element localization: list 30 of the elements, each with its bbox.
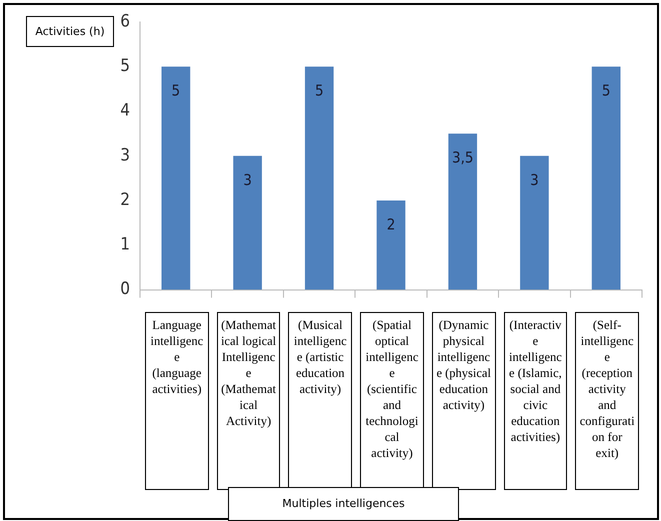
category-label: (Self-intelligence (reception activity and configuration for exit) <box>580 318 635 460</box>
x-tick-label: (Musical intelligence (artistic education activity) <box>288 312 352 490</box>
data-label: 3 <box>530 170 539 189</box>
bar <box>304 66 334 290</box>
data-label: 2 <box>386 215 396 234</box>
bar <box>592 66 620 290</box>
bar <box>233 156 262 290</box>
y-tick-label: 5 <box>120 56 130 76</box>
data-label: 5 <box>172 82 180 100</box>
bar <box>376 200 406 290</box>
y-tick-label: 0 <box>120 279 130 300</box>
x-tick-label: (Interactive intelligence (Islamic, social and civic education activities) <box>504 312 568 490</box>
data-label: 3,5 <box>452 148 474 166</box>
data-label: 5 <box>602 82 610 100</box>
y-tick-label: 4 <box>120 100 130 121</box>
bar <box>162 66 190 290</box>
x-tick-label: (Dynamic physical intelligence (physical education activity) <box>432 312 496 490</box>
y-tick-label: 1 <box>120 234 130 255</box>
category-label: (Spatial optical intelligence (scientific and technological activity) <box>366 318 418 460</box>
x-tick-label: Language intelligence (language activities) <box>145 312 209 490</box>
data-label: 3 <box>243 170 252 189</box>
x-axis-title: Multiples intelligences <box>228 487 459 521</box>
data-label: 5 <box>314 82 324 100</box>
y-tick-label: 6 <box>120 11 130 32</box>
x-tick-label: (Mathematical logical Intelligence (Mathematical Activity) <box>216 312 280 490</box>
bar <box>520 156 549 290</box>
y-axis-title: Activities (h) <box>26 16 114 47</box>
bar <box>448 134 478 290</box>
y-tick-label: 3 <box>120 145 130 166</box>
y-tick-label: 2 <box>120 190 130 210</box>
